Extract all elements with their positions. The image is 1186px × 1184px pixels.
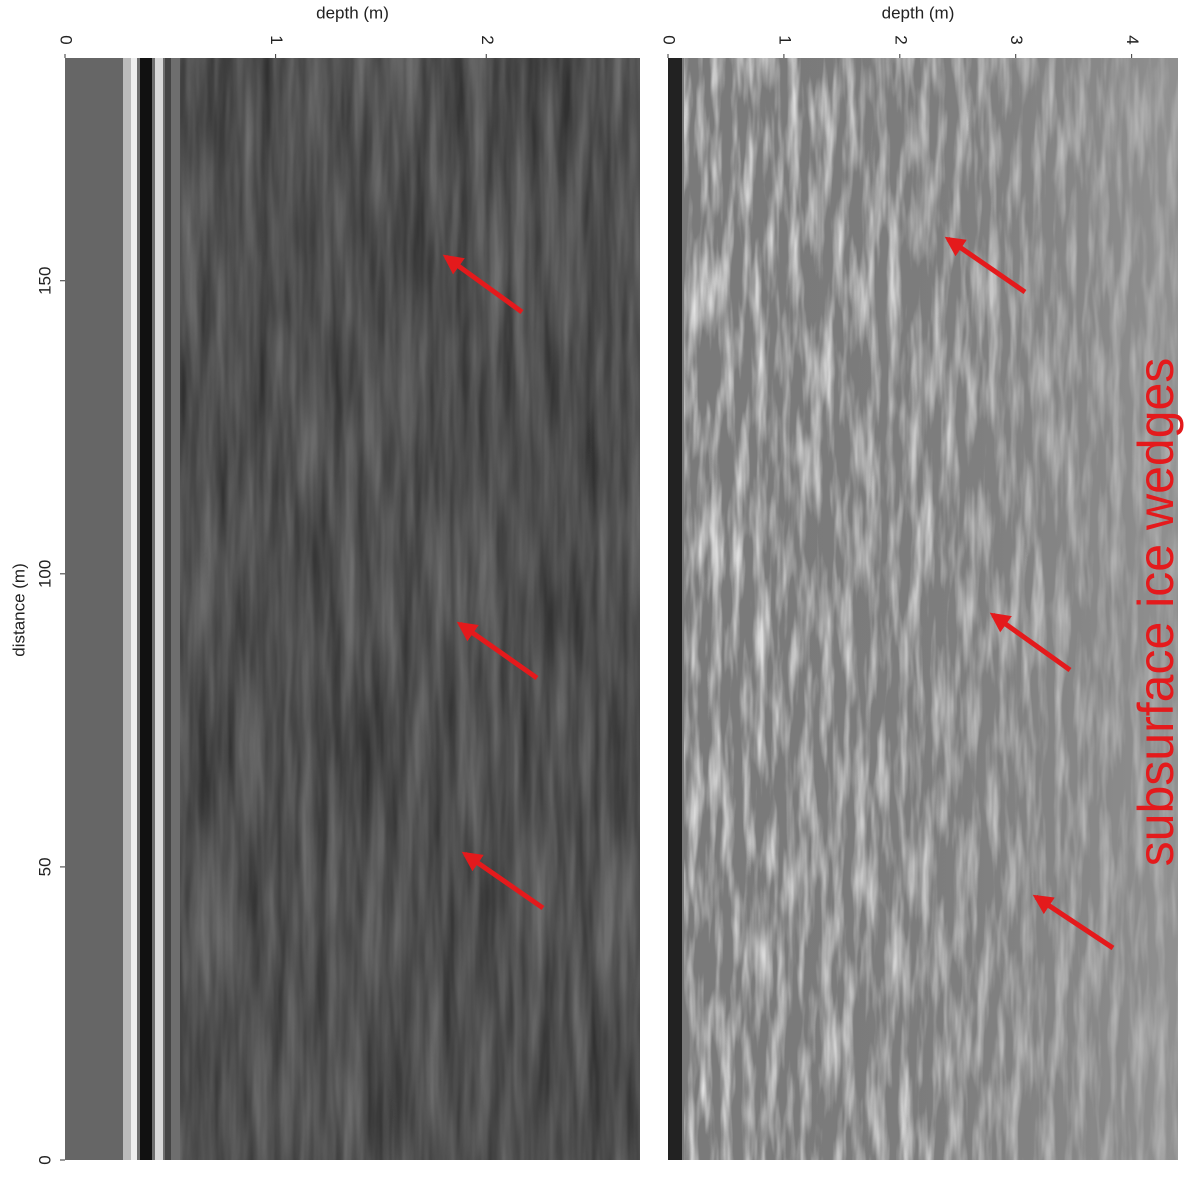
depth-tick-label: 0 bbox=[660, 35, 679, 44]
distance-label: distance (m) bbox=[9, 563, 28, 657]
radargram-left bbox=[65, 58, 640, 1160]
distance-tick-label: 100 bbox=[35, 560, 54, 588]
depth-tick-label: 1 bbox=[775, 35, 794, 44]
annotation: subsurface ice wedges bbox=[1128, 358, 1184, 867]
depth-tick-label: 2 bbox=[891, 35, 910, 44]
depth-tick-label: 1 bbox=[267, 35, 286, 44]
distance-tick-label: 50 bbox=[35, 857, 54, 876]
arrows bbox=[442, 236, 1115, 951]
depth-tick-label: 0 bbox=[57, 35, 76, 44]
depth-tick-label: 4 bbox=[1123, 35, 1142, 44]
depth-tick-label: 3 bbox=[1007, 35, 1026, 44]
depth-label: depth (m) bbox=[316, 3, 389, 22]
depth-label: depth (m) bbox=[882, 3, 955, 22]
distance-tick-label: 0 bbox=[35, 1155, 54, 1164]
radargram-right bbox=[668, 58, 1178, 1160]
distance-tick-label: 150 bbox=[35, 267, 54, 295]
depth-tick-label: 2 bbox=[478, 35, 497, 44]
